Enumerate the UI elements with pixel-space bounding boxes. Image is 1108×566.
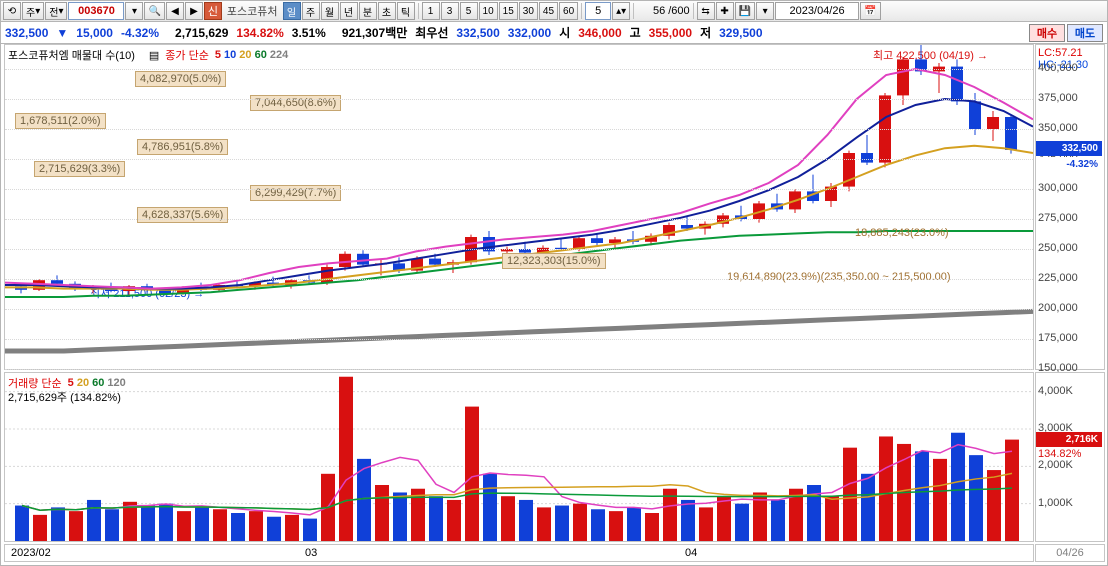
supply-annotation: 1,678,511(2.0%) <box>15 113 106 129</box>
bid-price: 332,500 <box>456 26 499 40</box>
period-btn-분[interactable]: 분 <box>359 2 377 20</box>
tool-dd-icon[interactable]: ▾ <box>756 2 774 20</box>
x-axis: 2023/02 03 04 <box>4 544 1034 562</box>
tool-icon-1[interactable]: ⇆ <box>697 2 715 20</box>
shin-badge: 신 <box>204 2 222 20</box>
supply-annotation: 4,786,951(5.8%) <box>137 139 228 155</box>
other-pct: 3.51% <box>292 26 326 40</box>
buy-button[interactable]: 매수 <box>1029 24 1065 42</box>
position-total: /600 <box>668 5 689 17</box>
search-dd-icon[interactable]: ▾ <box>125 2 143 20</box>
period-btn-년[interactable]: 년 <box>340 2 358 20</box>
price-pct: -4.32% <box>121 26 159 40</box>
supply-annotation: 18,885,243(23.0%) <box>855 227 949 239</box>
prev-icon[interactable]: ◀ <box>166 2 184 20</box>
interval-btn-10[interactable]: 10 <box>479 2 498 20</box>
spin-icon[interactable]: ▴▾ <box>612 2 630 20</box>
volume-svg <box>5 373 1033 541</box>
volume-value: 2,715,629 <box>175 26 228 40</box>
x-tick: 04 <box>685 547 697 559</box>
period-btn-틱[interactable]: 틱 <box>397 2 415 20</box>
ask-price: 332,000 <box>508 26 551 40</box>
calendar-icon[interactable]: 📅 <box>860 2 880 20</box>
nav-icon[interactable]: ⟲ <box>3 2 21 20</box>
price-change: 15,000 <box>76 26 113 40</box>
supply-annotation: 2,715,629(3.3%) <box>34 161 125 177</box>
price-y-axis: LC:57.21 HC:-21.30 150,000175,000200,000… <box>1035 44 1105 370</box>
interval-btn-15[interactable]: 15 <box>499 2 518 20</box>
price-chart[interactable]: 포스코퓨처엠 매물대 수(10) ▤ 종가 단순 5 10 20 60 224 … <box>4 44 1034 370</box>
volume-y-axis: 1,000K2,000K3,000K4,000K2,716K134.82% <box>1035 372 1105 542</box>
current-price: 332,500 <box>5 26 48 40</box>
period-dd-1[interactable]: 주▾ <box>22 2 44 20</box>
price-arrow-icon: ▼ <box>56 26 68 40</box>
next-icon[interactable]: ▶ <box>185 2 203 20</box>
interval-btn-30[interactable]: 30 <box>519 2 538 20</box>
open-price: 346,000 <box>578 26 621 40</box>
supply-annotation: 4,082,970(5.0%) <box>135 71 226 87</box>
period-btn-일[interactable]: 일 <box>283 2 301 20</box>
top-toolbar: ⟲ 주▾ 전▾ ▾ 🔍 ◀ ▶ 신 포스코퓨처 일주월년분초틱 13510153… <box>0 0 1108 22</box>
x-tick: 2023/02 <box>11 547 51 559</box>
small-num-input[interactable] <box>585 2 611 20</box>
period-dd-2[interactable]: 전▾ <box>45 2 67 20</box>
position-value: 56 <box>637 5 667 17</box>
stock-code-input[interactable] <box>68 2 124 20</box>
interval-btn-3[interactable]: 3 <box>441 2 459 20</box>
period-btn-초[interactable]: 초 <box>378 2 396 20</box>
stock-name: 포스코퓨처 <box>223 2 282 20</box>
period-btn-월[interactable]: 월 <box>321 2 339 20</box>
search-icon[interactable]: 🔍 <box>144 2 164 20</box>
interval-btn-45[interactable]: 45 <box>539 2 558 20</box>
x-tick: 03 <box>305 547 317 559</box>
supply-annotation: 19,614,890(23.9%)(235,350.00 ~ 215,500.0… <box>727 271 951 283</box>
priority-label: 최우선 <box>415 24 448 41</box>
low-price: 329,500 <box>719 26 762 40</box>
high-price: 355,000 <box>649 26 692 40</box>
interval-btn-60[interactable]: 60 <box>559 2 578 20</box>
interval-btn-1[interactable]: 1 <box>422 2 440 20</box>
supply-annotation: 12,323,303(15.0%) <box>502 253 606 269</box>
low-label: 저 <box>700 24 711 41</box>
x-axis-right: 04/26 <box>1035 544 1105 562</box>
amount-value: 921,307백만 <box>342 24 407 41</box>
interval-btn-5[interactable]: 5 <box>460 2 478 20</box>
lc-label: LC:57.21 <box>1038 47 1083 59</box>
high-label: 고 <box>630 24 641 41</box>
period-btn-주[interactable]: 주 <box>302 2 320 20</box>
price-info-bar: 332,500 ▼ 15,000 -4.32% 2,715,629 134.82… <box>0 22 1108 44</box>
open-label: 시 <box>559 24 570 41</box>
volume-pct: 134.82% <box>236 26 283 40</box>
volume-chart[interactable]: 거래량 단순 5 20 60 120 2,715,629주 (134.82%) <box>4 372 1034 542</box>
supply-annotation: 6,299,429(7.7%) <box>250 185 341 201</box>
tool-icon-2[interactable]: ✚ <box>716 2 734 20</box>
chart-container: 포스코퓨처엠 매물대 수(10) ▤ 종가 단순 5 10 20 60 224 … <box>0 44 1108 566</box>
save-icon[interactable]: 💾 <box>735 2 755 20</box>
supply-annotation: 4,628,337(5.6%) <box>137 207 228 223</box>
sell-button[interactable]: 매도 <box>1067 24 1103 42</box>
date-input[interactable] <box>775 2 859 20</box>
supply-annotation: 7,044,650(8.6%) <box>250 95 341 111</box>
